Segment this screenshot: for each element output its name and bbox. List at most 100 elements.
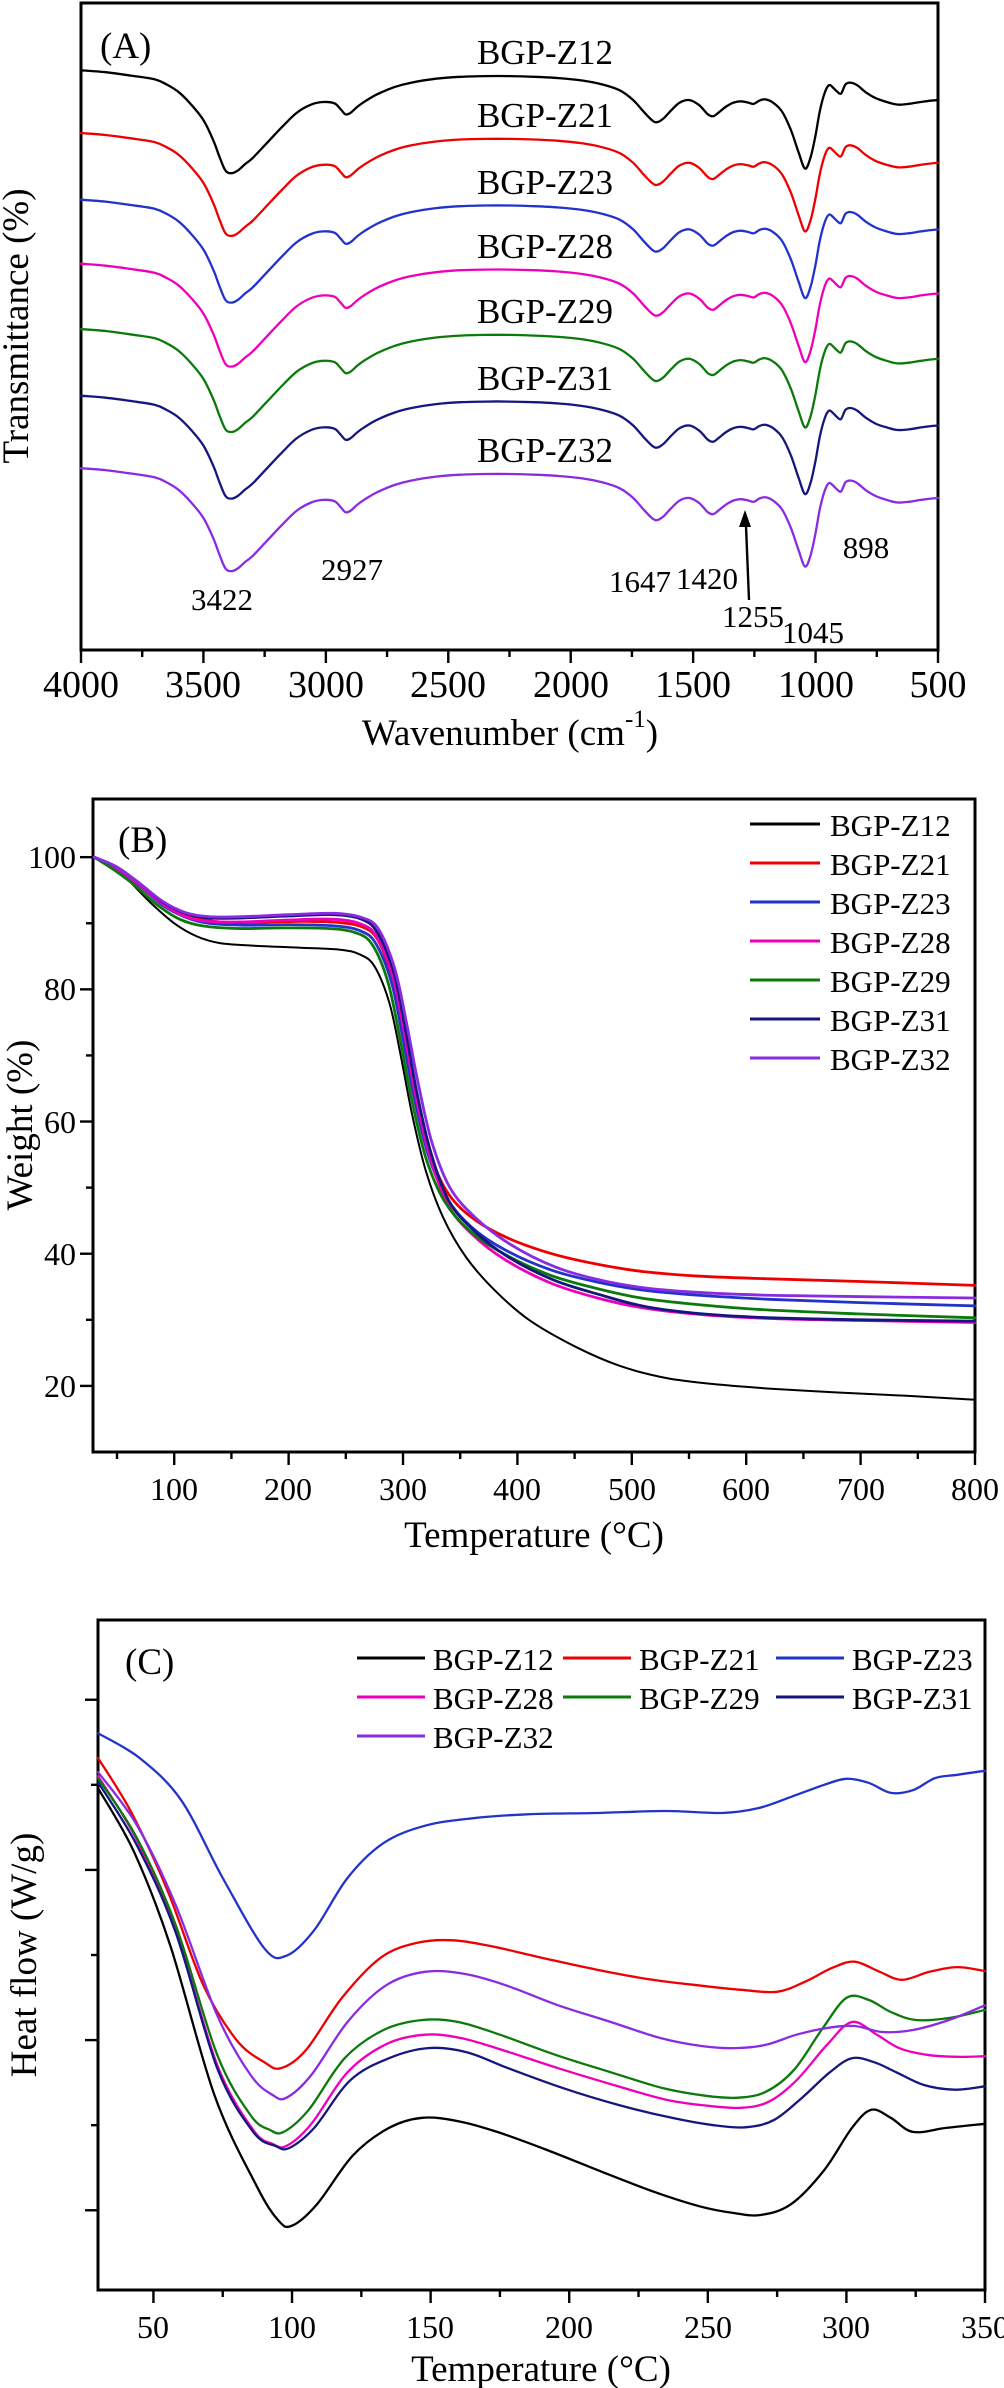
- legend-label: BGP-Z28: [433, 1681, 554, 1716]
- c-xtick-0: 50: [137, 2309, 169, 2345]
- legend-c-item-5: BGP-Z31: [776, 1681, 973, 1716]
- peak-label-2927: 2927: [321, 552, 383, 587]
- panel-C: (C) BGP-Z12 BGP-Z21 BGP-Z23 BGP-Z28 BGP-…: [4, 1618, 1004, 2388]
- annotation-arrow-1255: [739, 510, 751, 601]
- legend-c-item-6: BGP-Z32: [357, 1720, 554, 1755]
- a-xtick-6: 1000: [778, 664, 854, 706]
- a-xtick-0: 4000: [43, 664, 119, 706]
- b-ytick-4: 20: [44, 1368, 76, 1404]
- b-xtick-3: 400: [493, 1471, 541, 1507]
- legend-label: BGP-Z28: [830, 925, 951, 960]
- a-xtick-5: 1500: [655, 664, 731, 706]
- panel-B-yaxis-title: Weight (%): [0, 1040, 41, 1211]
- panelC-curve-BGP-Z23: [96, 1732, 987, 1960]
- panelB-curve-BGP-Z29: [92, 855, 977, 1320]
- legend-label: BGP-Z29: [830, 964, 951, 999]
- panelC-curve-BGP-Z31: [96, 1780, 987, 2151]
- legend-label: BGP-Z32: [830, 1042, 951, 1077]
- legend-label: BGP-Z23: [830, 886, 951, 921]
- c-xtick-4: 250: [684, 2309, 732, 2345]
- panelA-curve-BGP-Z29: [79, 327, 940, 434]
- panel-A-yaxis-title: Transmittance (%): [0, 188, 37, 463]
- peak-label-1255: 1255: [722, 599, 784, 634]
- panel-C-plot: [85, 1618, 987, 2303]
- panel-A-annotations: 3422 2927 1647 1420 1255 1045 898: [191, 510, 889, 650]
- peak-label-1045: 1045: [782, 615, 844, 650]
- legend-c-item-0: BGP-Z12: [357, 1642, 554, 1677]
- panel-B-ytick-labels: 100 80 60 40 20: [28, 839, 76, 1404]
- curve-label-bgp-z23: BGP-Z23: [477, 163, 613, 202]
- panel-C-legend: BGP-Z12 BGP-Z21 BGP-Z23 BGP-Z28 BGP-Z29 …: [357, 1642, 973, 1755]
- curve-label-bgp-z32: BGP-Z32: [477, 431, 613, 470]
- curve-label-bgp-z12: BGP-Z12: [477, 33, 613, 72]
- panelC-curve-BGP-Z29: [96, 1776, 987, 2135]
- curve-label-bgp-z21: BGP-Z21: [477, 96, 613, 135]
- c-xtick-1: 100: [268, 2309, 316, 2345]
- legend-label: BGP-Z12: [433, 1642, 554, 1677]
- legend-label: BGP-Z29: [639, 1681, 760, 1716]
- b-xtick-7: 800: [951, 1471, 999, 1507]
- panel-B-plot: [80, 797, 977, 1465]
- panel-B-xtick-labels: 100 200 300 400 500 600 700 800: [150, 1471, 999, 1507]
- b-xtick-5: 600: [722, 1471, 770, 1507]
- b-xtick-0: 100: [150, 1471, 198, 1507]
- legend-c-item-2: BGP-Z23: [776, 1642, 973, 1677]
- legend-label: BGP-Z23: [852, 1642, 973, 1677]
- legend-label: BGP-Z31: [852, 1681, 973, 1716]
- panelC-curve-BGP-Z21: [96, 1756, 987, 2070]
- c-xtick-6: 350: [961, 2309, 1004, 2345]
- panelC-curve-BGP-Z28: [96, 1774, 987, 2149]
- panelA-curve-BGP-Z32: [79, 467, 940, 573]
- panel-B: (B) BGP-Z12 BGP-Z21 BGP-Z23 BGP-Z28 BGP-…: [0, 797, 999, 1556]
- a-xtick-7: 500: [910, 664, 967, 706]
- b-xtick-4: 500: [608, 1471, 656, 1507]
- a-xtick-4: 2000: [533, 664, 609, 706]
- b-xtick-2: 300: [379, 1471, 427, 1507]
- panelA-curve-BGP-Z12: [79, 69, 940, 175]
- legend-b-item-2: BGP-Z23: [750, 886, 951, 921]
- legend-c-item-1: BGP-Z21: [563, 1642, 760, 1677]
- legend-c-item-3: BGP-Z28: [357, 1681, 554, 1716]
- panel-C-yaxis-title: Heat flow (W/g): [4, 1833, 45, 2078]
- panelB-curve-BGP-Z12: [93, 856, 976, 1401]
- b-xtick-1: 200: [264, 1471, 312, 1507]
- curve-label-bgp-z29: BGP-Z29: [477, 292, 613, 331]
- b-xtick-6: 700: [837, 1471, 885, 1507]
- panel-C-xtick-labels: 50 100 150 200 250 300 350: [137, 2309, 1004, 2345]
- legend-label: BGP-Z32: [433, 1720, 554, 1755]
- b-ytick-2: 60: [44, 1104, 76, 1140]
- panel-A-curve-labels: BGP-Z12 BGP-Z21 BGP-Z23 BGP-Z28 BGP-Z29 …: [477, 33, 613, 470]
- legend-label: BGP-Z21: [830, 847, 951, 882]
- a-xtick-2: 3000: [288, 664, 364, 706]
- a-xtick-3: 2500: [410, 664, 486, 706]
- legend-b-item-6: BGP-Z32: [750, 1042, 951, 1077]
- c-xtick-2: 150: [406, 2309, 454, 2345]
- c-xtick-5: 300: [822, 2309, 870, 2345]
- legend-b-item-4: BGP-Z29: [750, 964, 951, 999]
- panelA-curve-BGP-Z28: [79, 262, 940, 368]
- panelB-curve-BGP-Z32: [92, 855, 977, 1300]
- panel-B-legend: BGP-Z12 BGP-Z21 BGP-Z23 BGP-Z28 BGP-Z29 …: [750, 808, 951, 1077]
- b-ytick-3: 40: [44, 1236, 76, 1272]
- curve-label-bgp-z28: BGP-Z28: [477, 227, 613, 266]
- legend-label: BGP-Z31: [830, 1003, 951, 1038]
- a-xtick-1: 3500: [165, 664, 241, 706]
- legend-b-item-3: BGP-Z28: [750, 925, 951, 960]
- panel-A: (A) BGP-Z12 BGP-Z21 BGP-Z23 BGP-Z28 BGP-…: [0, 1, 967, 754]
- panelA-curve-BGP-Z31: [79, 394, 940, 500]
- panel-B-tag: (B): [118, 820, 167, 861]
- panelA-curve-BGP-Z21: [79, 131, 940, 238]
- b-ytick-0: 100: [28, 839, 76, 875]
- peak-label-1255-arrowed: 1420: [676, 561, 738, 596]
- peak-label-1647: 1647: [609, 564, 671, 599]
- curve-label-bgp-z31: BGP-Z31: [477, 359, 613, 398]
- legend-b-item-5: BGP-Z31: [750, 1003, 951, 1038]
- b-ytick-1: 80: [44, 971, 76, 1007]
- c-xtick-3: 200: [545, 2309, 593, 2345]
- panelC-curve-BGP-Z12: [96, 1787, 987, 2229]
- panel-A-xtick-labels: 4000 3500 3000 2500 2000 1500 1000 500: [43, 664, 967, 706]
- legend-b-item-1: BGP-Z21: [750, 847, 951, 882]
- panelA-curve-BGP-Z23: [79, 198, 940, 304]
